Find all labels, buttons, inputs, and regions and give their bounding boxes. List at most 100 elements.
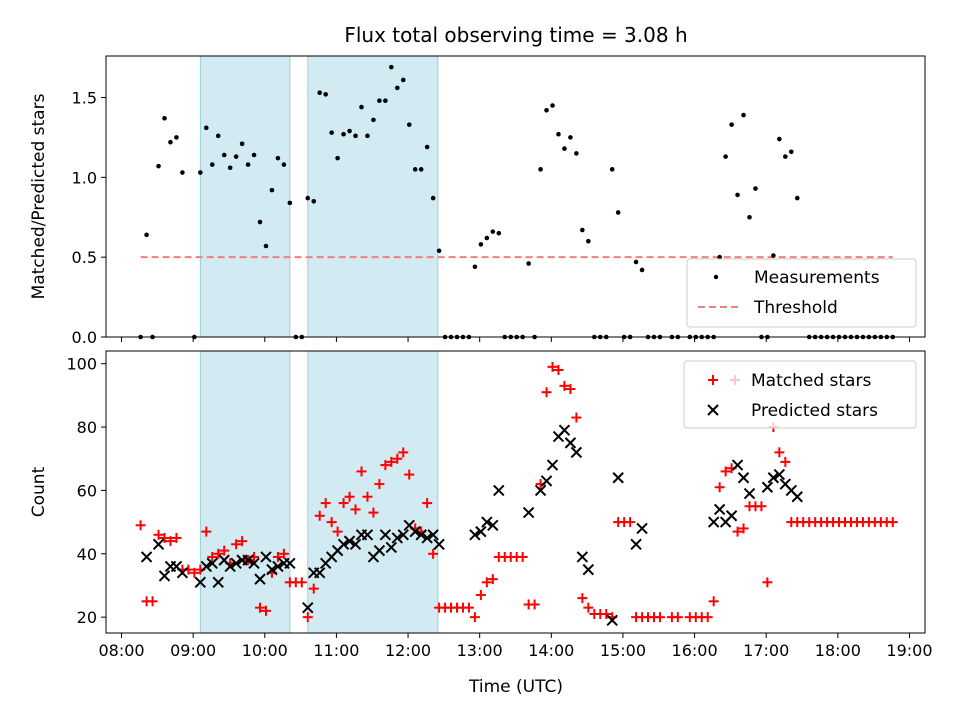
matched-star-point	[625, 517, 636, 528]
matched-star-point	[296, 577, 307, 588]
measurement-point	[639, 267, 645, 273]
y-tick-label: 20	[77, 608, 97, 627]
matched-star-point	[350, 504, 361, 515]
measurement-point	[430, 195, 436, 201]
count-panel: 20 40 60 80 100 08:00 09:00 10:00 11:00 12:00 13:…	[29, 350, 933, 660]
predicted-star-point	[576, 551, 589, 563]
measurement-point	[335, 155, 340, 161]
x-tick-label: 08:00	[98, 641, 144, 660]
matched-star-point	[326, 517, 337, 528]
predicted-star-point	[743, 487, 756, 500]
matched-star-point	[756, 501, 767, 512]
predicted-star-point	[564, 437, 577, 449]
matched-star-point	[487, 574, 498, 585]
chart-title: Flux total observing time = 3.08 h	[344, 23, 687, 47]
count-legend: Matched stars Predicted stars	[683, 360, 917, 429]
measurement-point	[371, 117, 376, 123]
measurement-point	[257, 219, 263, 225]
matched-star-point	[672, 612, 683, 623]
measurement-point	[180, 170, 185, 175]
matched-star-point	[732, 526, 743, 537]
predicted-star-point	[791, 491, 803, 503]
measurement-point	[412, 167, 418, 172]
measurement-point	[305, 195, 311, 201]
x-tick-label: 18:00	[815, 641, 861, 660]
x-tick-label: 19:00	[886, 641, 932, 660]
y-tick-label: 1.0	[72, 168, 97, 187]
measurement-point	[753, 186, 758, 191]
matched-star-point	[308, 583, 319, 594]
ratio-axes-frame	[105, 55, 926, 338]
matched-star-point	[386, 456, 397, 467]
matched-star-point	[260, 605, 271, 616]
measurement-point	[418, 167, 424, 172]
legend-measurements-label: Measurements	[754, 268, 880, 288]
matched-star-point	[762, 577, 773, 588]
matched-star-point	[571, 412, 582, 423]
predicted-star-point	[725, 510, 738, 522]
matched-star-point	[398, 447, 409, 458]
measurement-point	[317, 90, 323, 96]
measurement-point	[227, 165, 233, 171]
matched-star-point	[314, 510, 325, 521]
predicted-star-point	[415, 529, 427, 541]
matched-star-point	[774, 447, 785, 458]
matched-star-point	[565, 384, 576, 395]
measurement-point	[633, 259, 639, 265]
measurement-point	[538, 167, 543, 172]
measurement-point	[729, 122, 734, 127]
predicted-star-point	[194, 576, 207, 589]
measurement-point	[203, 125, 209, 131]
measurement-point	[233, 154, 239, 159]
predicted-star-point	[630, 538, 642, 550]
predicted-star-point	[343, 535, 356, 547]
predicted-star-point	[242, 554, 254, 566]
count-data-points	[135, 361, 898, 627]
measurement-point	[144, 232, 149, 238]
legend-matched-label: Matched stars	[751, 371, 871, 391]
measurement-point	[263, 243, 269, 249]
legend-predicted-marker	[707, 404, 719, 416]
matched-star-point	[541, 387, 552, 398]
predicted-star-point	[200, 560, 212, 573]
y-tick-label: 0.0	[72, 328, 97, 347]
measurement-point	[556, 131, 561, 137]
predicted-star-point	[558, 424, 571, 436]
y-tick-label: 0.5	[72, 248, 97, 267]
predicted-star-point	[385, 541, 398, 554]
count-legend-box	[683, 360, 917, 429]
measurement-point	[395, 85, 400, 91]
x-tick-label: 09:00	[170, 641, 216, 660]
predicted-star-point	[140, 551, 153, 563]
matched-star-point	[887, 517, 898, 528]
matched-star-point	[463, 602, 474, 613]
predicted-star-point	[427, 529, 439, 541]
measurement-point	[174, 135, 179, 140]
predicted-star-point	[158, 570, 171, 582]
matched-star-point	[702, 612, 713, 623]
predicted-star-point	[433, 538, 445, 550]
predicted-star-point	[230, 557, 242, 569]
matched-star-point	[780, 456, 791, 467]
matched-star-point	[201, 526, 212, 537]
matched-star-point	[475, 589, 486, 600]
matched-star-point	[738, 523, 749, 534]
matched-star-point	[207, 551, 218, 562]
ratio-y-axis-label: Matched/Predicted stars	[29, 93, 49, 299]
legend-plus-1	[708, 375, 718, 385]
measurement-point	[568, 135, 573, 140]
predicted-star-point	[475, 525, 487, 538]
predicted-star-point	[481, 516, 493, 528]
measurement-point	[723, 154, 728, 159]
measurement-point	[377, 98, 382, 104]
predicted-star-point	[731, 459, 744, 471]
predicted-star-point	[767, 472, 780, 484]
predicted-star-point	[636, 522, 648, 535]
y-tick-label: 100	[66, 355, 97, 374]
matched-star-point	[302, 612, 313, 623]
measurement-point	[436, 248, 442, 254]
count-shaded-intervals	[199, 350, 439, 634]
ratio-y-ticks: 0.0 0.5 1.0 1.5	[72, 89, 106, 347]
matched-star-point	[708, 596, 719, 607]
legend-matched-marker	[708, 375, 740, 385]
